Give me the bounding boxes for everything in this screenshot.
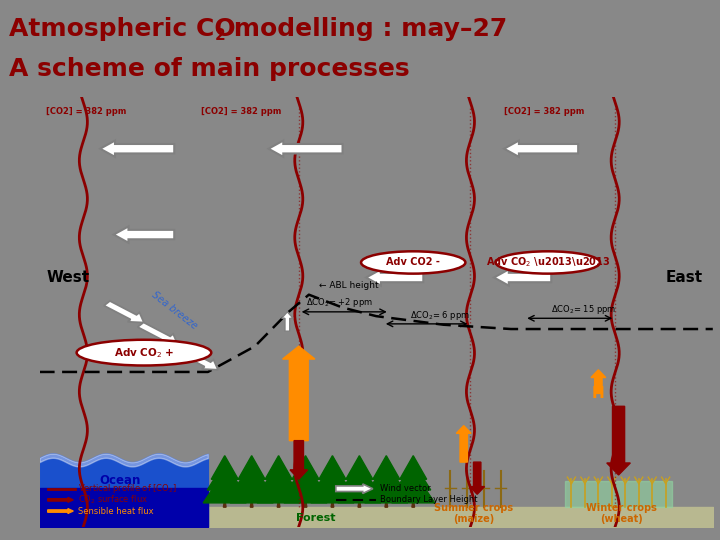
FancyArrow shape bbox=[591, 370, 606, 394]
FancyArrow shape bbox=[290, 441, 307, 480]
Polygon shape bbox=[396, 462, 431, 490]
FancyArrow shape bbox=[607, 406, 630, 475]
Ellipse shape bbox=[76, 340, 211, 366]
Text: H: H bbox=[592, 386, 605, 401]
FancyArrow shape bbox=[178, 348, 218, 370]
Text: Adv CO2 -: Adv CO2 - bbox=[387, 258, 440, 267]
Text: Adv CO$_2$ \u2013\u2013: Adv CO$_2$ \u2013\u2013 bbox=[485, 255, 610, 269]
FancyArrow shape bbox=[504, 140, 578, 157]
Text: $\Delta$CO$_2$= 15 ppm: $\Delta$CO$_2$= 15 ppm bbox=[552, 303, 616, 316]
Polygon shape bbox=[304, 498, 307, 507]
FancyArrow shape bbox=[494, 269, 552, 286]
Text: Forest: Forest bbox=[296, 514, 336, 523]
Text: West: West bbox=[46, 270, 89, 285]
FancyArrow shape bbox=[104, 301, 144, 322]
Ellipse shape bbox=[495, 251, 600, 274]
Polygon shape bbox=[251, 498, 253, 507]
FancyArrow shape bbox=[269, 140, 343, 157]
Polygon shape bbox=[400, 456, 427, 480]
Polygon shape bbox=[373, 456, 400, 480]
Polygon shape bbox=[223, 498, 226, 507]
FancyArrow shape bbox=[469, 462, 485, 494]
Text: Vertical profile of [CO$_2$]: Vertical profile of [CO$_2$] bbox=[78, 482, 177, 495]
FancyArrow shape bbox=[100, 140, 174, 157]
FancyArrow shape bbox=[114, 226, 174, 243]
Text: $\Delta$CO$_2$= +2 ppm: $\Delta$CO$_2$= +2 ppm bbox=[305, 296, 372, 309]
FancyArrow shape bbox=[48, 497, 73, 502]
Text: [CO2] = 382 ppm: [CO2] = 382 ppm bbox=[46, 107, 127, 117]
Polygon shape bbox=[261, 462, 296, 490]
Polygon shape bbox=[311, 471, 354, 503]
Text: 2: 2 bbox=[215, 28, 225, 43]
Text: CO$_2$ surface flux: CO$_2$ surface flux bbox=[78, 494, 148, 506]
Ellipse shape bbox=[361, 251, 465, 274]
Polygon shape bbox=[392, 471, 435, 503]
Polygon shape bbox=[315, 462, 350, 490]
Text: Adv CO$_2$ +: Adv CO$_2$ + bbox=[114, 346, 174, 360]
Polygon shape bbox=[338, 471, 381, 503]
Polygon shape bbox=[230, 471, 273, 503]
FancyArrow shape bbox=[336, 484, 373, 494]
Polygon shape bbox=[288, 462, 323, 490]
Polygon shape bbox=[207, 462, 242, 490]
Text: ← ABL height: ← ABL height bbox=[319, 281, 379, 290]
Polygon shape bbox=[257, 471, 300, 503]
Text: modelling : may–27: modelling : may–27 bbox=[225, 17, 507, 40]
Text: Summer crops
(maize): Summer crops (maize) bbox=[434, 503, 513, 524]
FancyArrow shape bbox=[456, 426, 471, 462]
Polygon shape bbox=[385, 498, 387, 507]
Polygon shape bbox=[331, 498, 334, 507]
Text: Ocean: Ocean bbox=[99, 474, 141, 487]
Polygon shape bbox=[342, 462, 377, 490]
Polygon shape bbox=[284, 471, 327, 503]
Text: Sensible heat flux: Sensible heat flux bbox=[78, 507, 153, 516]
Bar bbox=[564, 482, 672, 507]
FancyArrow shape bbox=[366, 269, 423, 286]
Polygon shape bbox=[238, 456, 265, 480]
Text: $\Delta$CO$_2$= 6 ppm: $\Delta$CO$_2$= 6 ppm bbox=[410, 309, 470, 322]
Text: Atmospheric CO: Atmospheric CO bbox=[9, 17, 236, 40]
Polygon shape bbox=[346, 456, 373, 480]
Polygon shape bbox=[365, 471, 408, 503]
Text: Sea breeze: Sea breeze bbox=[150, 289, 199, 331]
Text: Wind vector: Wind vector bbox=[379, 484, 430, 493]
FancyArrow shape bbox=[282, 312, 293, 331]
Text: East: East bbox=[665, 270, 703, 285]
Text: [CO2] = 382 ppm: [CO2] = 382 ppm bbox=[504, 107, 585, 117]
FancyArrow shape bbox=[48, 509, 73, 514]
Polygon shape bbox=[277, 498, 280, 507]
FancyArrow shape bbox=[283, 346, 315, 441]
Polygon shape bbox=[292, 456, 319, 480]
Polygon shape bbox=[234, 462, 269, 490]
Text: Winter crops
(wheat): Winter crops (wheat) bbox=[587, 503, 657, 524]
Polygon shape bbox=[412, 498, 415, 507]
Polygon shape bbox=[319, 456, 346, 480]
Text: Boundary Layer Height: Boundary Layer Height bbox=[379, 495, 477, 504]
Text: [CO2] = 382 ppm: [CO2] = 382 ppm bbox=[202, 107, 282, 117]
Polygon shape bbox=[203, 471, 246, 503]
Polygon shape bbox=[358, 498, 361, 507]
FancyArrow shape bbox=[138, 322, 178, 344]
Polygon shape bbox=[211, 456, 238, 480]
Text: A scheme of main processes: A scheme of main processes bbox=[9, 57, 410, 81]
Polygon shape bbox=[369, 462, 404, 490]
Polygon shape bbox=[265, 456, 292, 480]
